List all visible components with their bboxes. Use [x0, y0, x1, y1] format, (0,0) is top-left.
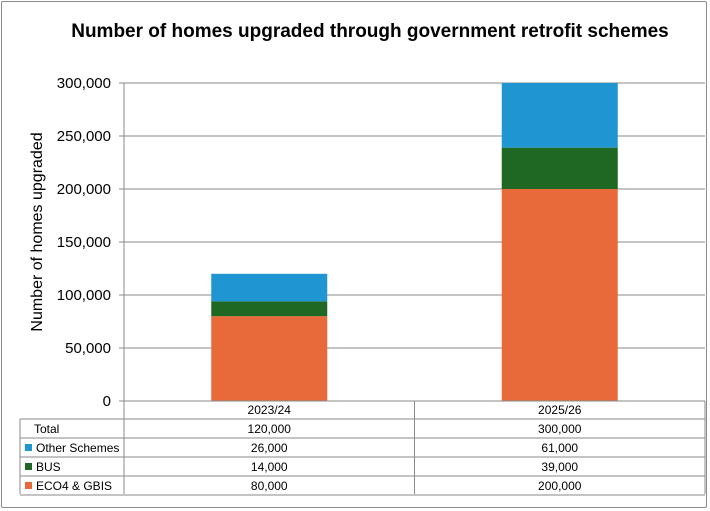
bar-segment: [501, 189, 618, 401]
y-tick-label: 0: [103, 393, 111, 410]
data-label: 80,000: [251, 479, 288, 493]
y-axis-label: Number of homes upgraded: [29, 132, 46, 331]
data-label: 39,000: [541, 460, 578, 474]
legend-swatch: [25, 444, 32, 451]
legend-label: BUS: [36, 460, 61, 474]
bar-segment: [211, 273, 328, 302]
data-label: 200,000: [538, 479, 582, 493]
y-tick-label: 100,000: [57, 287, 111, 304]
data-label: 14,000: [251, 460, 288, 474]
data-label: 61,000: [541, 441, 578, 455]
legend-swatch: [25, 482, 32, 489]
bar-segment: [501, 83, 618, 148]
legend-label: ECO4 & GBIS: [36, 479, 112, 493]
y-tick-label: 200,000: [57, 181, 111, 198]
y-tick-label: 250,000: [57, 128, 111, 145]
y-tick-label: 300,000: [57, 75, 111, 92]
data-label: 300,000: [538, 422, 582, 436]
legend-swatch: [25, 463, 32, 470]
x-tick-label: 2025/26: [538, 403, 582, 417]
y-tick-label: 50,000: [65, 340, 111, 357]
legend-label: Other Schemes: [36, 441, 119, 455]
total-label: Total: [34, 422, 59, 436]
data-table: 2023/24 2025/26 Total 120,000 300,000 Other S…: [19, 400, 706, 496]
data-label: 26,000: [251, 441, 288, 455]
x-tick-label: 2023/24: [248, 403, 292, 417]
y-tick-label: 150,000: [57, 234, 111, 251]
bar-segment: [211, 316, 328, 401]
gridlines: [124, 82, 705, 402]
bar-segment: [211, 301, 328, 317]
data-label: 120,000: [248, 422, 292, 436]
chart-title: Number of homes upgraded through governm…: [71, 21, 669, 42]
bar-segment: [501, 147, 618, 189]
bars: [211, 83, 618, 401]
y-axis: 0 50,000 100,000 150,000 200,000 250,000 300,0…: [57, 75, 125, 410]
